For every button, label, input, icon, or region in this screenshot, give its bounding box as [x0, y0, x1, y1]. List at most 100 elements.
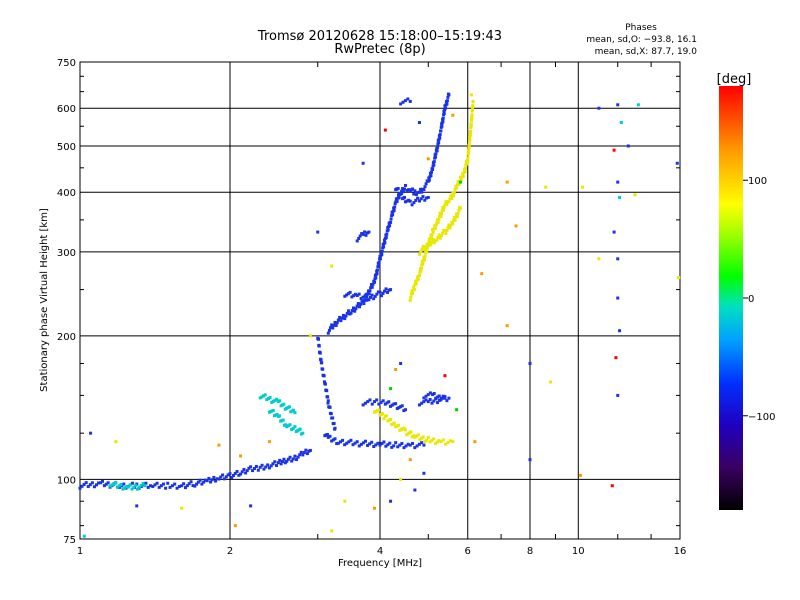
trace-point — [419, 266, 423, 270]
scatter-point — [616, 180, 620, 184]
trace-point — [385, 401, 389, 405]
scatter-point — [308, 334, 312, 338]
trace-point — [463, 170, 467, 174]
trace-point — [424, 182, 428, 186]
trace-point — [375, 292, 379, 296]
scatter-point — [249, 504, 253, 508]
trace-point — [454, 215, 458, 219]
trace-point — [121, 487, 125, 491]
trace-point — [432, 391, 436, 395]
trace-point — [447, 200, 451, 204]
trace-point — [251, 469, 255, 473]
scatter-point — [451, 113, 455, 117]
trace-point — [423, 185, 427, 189]
trace-point — [411, 187, 415, 191]
trace-point — [419, 250, 423, 254]
trace-point — [348, 290, 352, 294]
trace-point — [374, 276, 378, 280]
trace-point — [326, 331, 330, 335]
axis-ticks: 1 2 4 6 8 10 16 75 100 200 300 400 500 600 750 — [57, 58, 686, 557]
scatter-point — [399, 361, 403, 365]
trace-point — [293, 425, 297, 429]
trace-point — [130, 481, 134, 485]
trace-point — [356, 302, 360, 306]
trace-point — [359, 297, 363, 301]
trace-point — [471, 104, 475, 108]
trace-point — [447, 396, 451, 400]
trace-point — [422, 400, 426, 404]
trace-point — [387, 400, 391, 404]
trace-point — [217, 477, 221, 481]
trace-point — [451, 440, 455, 444]
trace-point — [450, 197, 454, 201]
trace-point — [363, 295, 367, 299]
trace-point — [418, 437, 422, 441]
trace-point — [437, 398, 441, 402]
trace-point — [442, 205, 446, 209]
trace-point — [143, 484, 147, 488]
trace-point — [363, 401, 367, 405]
trace-point — [275, 413, 279, 417]
trace-point — [295, 458, 299, 462]
trace-point — [381, 399, 385, 403]
trace-point — [290, 427, 294, 431]
trace-point — [392, 402, 396, 406]
colorbar-tick-label: −100 — [748, 412, 775, 423]
trace-point — [78, 486, 82, 490]
trace-point — [402, 190, 406, 194]
trace-point — [438, 133, 442, 137]
trace-point — [372, 445, 376, 448]
trace-point — [378, 257, 382, 261]
trace-point — [456, 180, 460, 184]
trace-point — [330, 323, 334, 327]
trace-point — [404, 444, 408, 448]
trace-point — [422, 443, 426, 447]
trace-point — [200, 482, 204, 486]
trace-point — [182, 482, 186, 486]
trace-point — [112, 482, 116, 486]
trace-point — [427, 178, 431, 182]
trace-point — [413, 189, 417, 193]
trace-point — [320, 361, 324, 365]
trace-point — [436, 401, 440, 405]
trace-point — [416, 278, 420, 282]
trace-point — [448, 197, 452, 201]
x-tick-label: 4 — [377, 546, 383, 557]
trace-point — [267, 466, 271, 470]
trace-point — [470, 105, 474, 109]
scatter-point — [417, 121, 421, 125]
trace-point — [187, 482, 191, 486]
trace-point — [382, 245, 386, 249]
trace-point — [155, 481, 159, 485]
trace-point — [202, 480, 206, 484]
trace-point — [401, 100, 405, 104]
trace-point — [233, 471, 237, 475]
y-axis-label: Stationary phase Virtual Height [km] — [39, 208, 50, 392]
trace-point — [249, 465, 253, 469]
trace-point — [426, 242, 430, 246]
trace-point — [379, 400, 383, 404]
x-tick-label: 10 — [572, 546, 585, 557]
trace-point — [353, 441, 357, 445]
trace-point — [273, 460, 277, 464]
scatter-point — [361, 161, 365, 165]
trace-point — [281, 418, 285, 422]
trace-point — [414, 193, 418, 197]
trace-point — [215, 477, 219, 481]
trace-point — [403, 428, 407, 432]
trace-point — [271, 462, 275, 466]
trace-point — [466, 159, 470, 163]
trace-point — [357, 444, 361, 448]
trace-point — [170, 484, 174, 488]
trace-point — [435, 440, 439, 444]
trace-point — [400, 404, 404, 408]
scatter-point — [114, 440, 118, 444]
trace-point — [351, 443, 355, 447]
trace-point — [117, 484, 121, 488]
trace-point — [88, 483, 92, 487]
trace-point — [435, 149, 439, 153]
trace-point — [361, 232, 365, 236]
scatter-point — [549, 380, 553, 384]
trace-point — [132, 485, 136, 489]
scatter-point — [413, 488, 417, 492]
